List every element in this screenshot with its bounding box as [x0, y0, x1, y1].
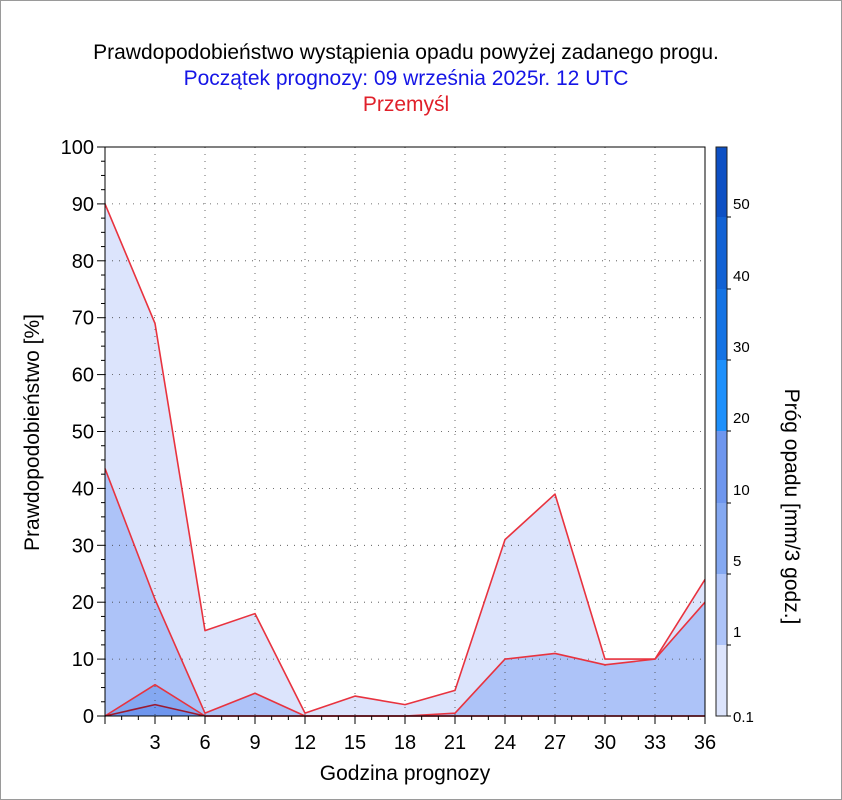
colorbar-tick-label: 30	[733, 339, 750, 356]
x-tick-label: 3	[149, 732, 160, 754]
x-tick-label: 9	[249, 732, 260, 754]
area-10	[105, 704, 705, 716]
area-0.1	[105, 203, 705, 716]
y-tick-label: 40	[72, 478, 94, 500]
colorbar-tick-label: 50	[733, 196, 750, 213]
colorbar-tick-label: 5	[733, 553, 741, 570]
colorbar-label: Próg opadu [mm/3 godz.]	[780, 389, 803, 625]
x-tick-label: 33	[644, 732, 666, 754]
colorbar-segment	[716, 147, 727, 217]
chart-titles: Prawdopodobieństwo wystąpienia opadu pow…	[0, 40, 812, 118]
y-tick-label: 70	[72, 308, 94, 330]
colorbar-tick-label: 0.1	[733, 709, 754, 726]
chart-subtitle: Początek prognozy: 09 września 2025r. 12…	[183, 67, 629, 90]
x-tick-label: 21	[444, 732, 466, 754]
x-axis-label: Godzina prognozy	[320, 762, 491, 785]
y-axis-label: Prawdopodobieństwo [%]	[21, 314, 44, 551]
y-tick-label: 0	[83, 706, 94, 728]
chart-title: Prawdopodobieństwo wystąpienia opadu pow…	[93, 41, 719, 64]
colorbar: 0.1 1 5 10 20 30 40 50	[715, 146, 754, 726]
colorbar-segment	[716, 360, 727, 431]
colorbar-tick-label: 40	[733, 268, 750, 285]
x-tick-label: 6	[199, 732, 210, 754]
colorbar-segment	[716, 217, 727, 289]
colorbar-segment	[716, 503, 727, 574]
x-tick-label: 30	[594, 732, 616, 754]
y-tick-label: 100	[61, 137, 94, 159]
colorbar-tick-label: 20	[733, 410, 750, 427]
colorbar-tick-label: 10	[733, 482, 750, 499]
location-label: Przemyśl	[362, 93, 450, 116]
colorbar-segment	[716, 645, 727, 716]
y-tick-label: 10	[72, 649, 94, 671]
y-tick-label: 80	[72, 251, 94, 273]
x-tick-label: 36	[694, 732, 716, 754]
y-tick-label: 50	[72, 422, 94, 444]
colorbar-tick-label: 1	[733, 624, 741, 641]
colorbar-segment	[716, 431, 727, 503]
y-tick-label: 60	[72, 365, 94, 387]
x-tick-label: 18	[394, 732, 416, 754]
series-line-0.1	[104, 203, 706, 714]
x-tick-label: 12	[294, 732, 316, 754]
y-tick-label: 20	[72, 592, 94, 614]
colorbar-segment	[716, 574, 727, 645]
y-tick-label: 30	[72, 535, 94, 557]
x-tick-label: 15	[344, 732, 366, 754]
y-tick-label: 90	[72, 194, 94, 216]
x-tick-label: 27	[544, 732, 566, 754]
x-tick-label: 24	[494, 732, 516, 754]
colorbar-segment	[716, 289, 727, 360]
